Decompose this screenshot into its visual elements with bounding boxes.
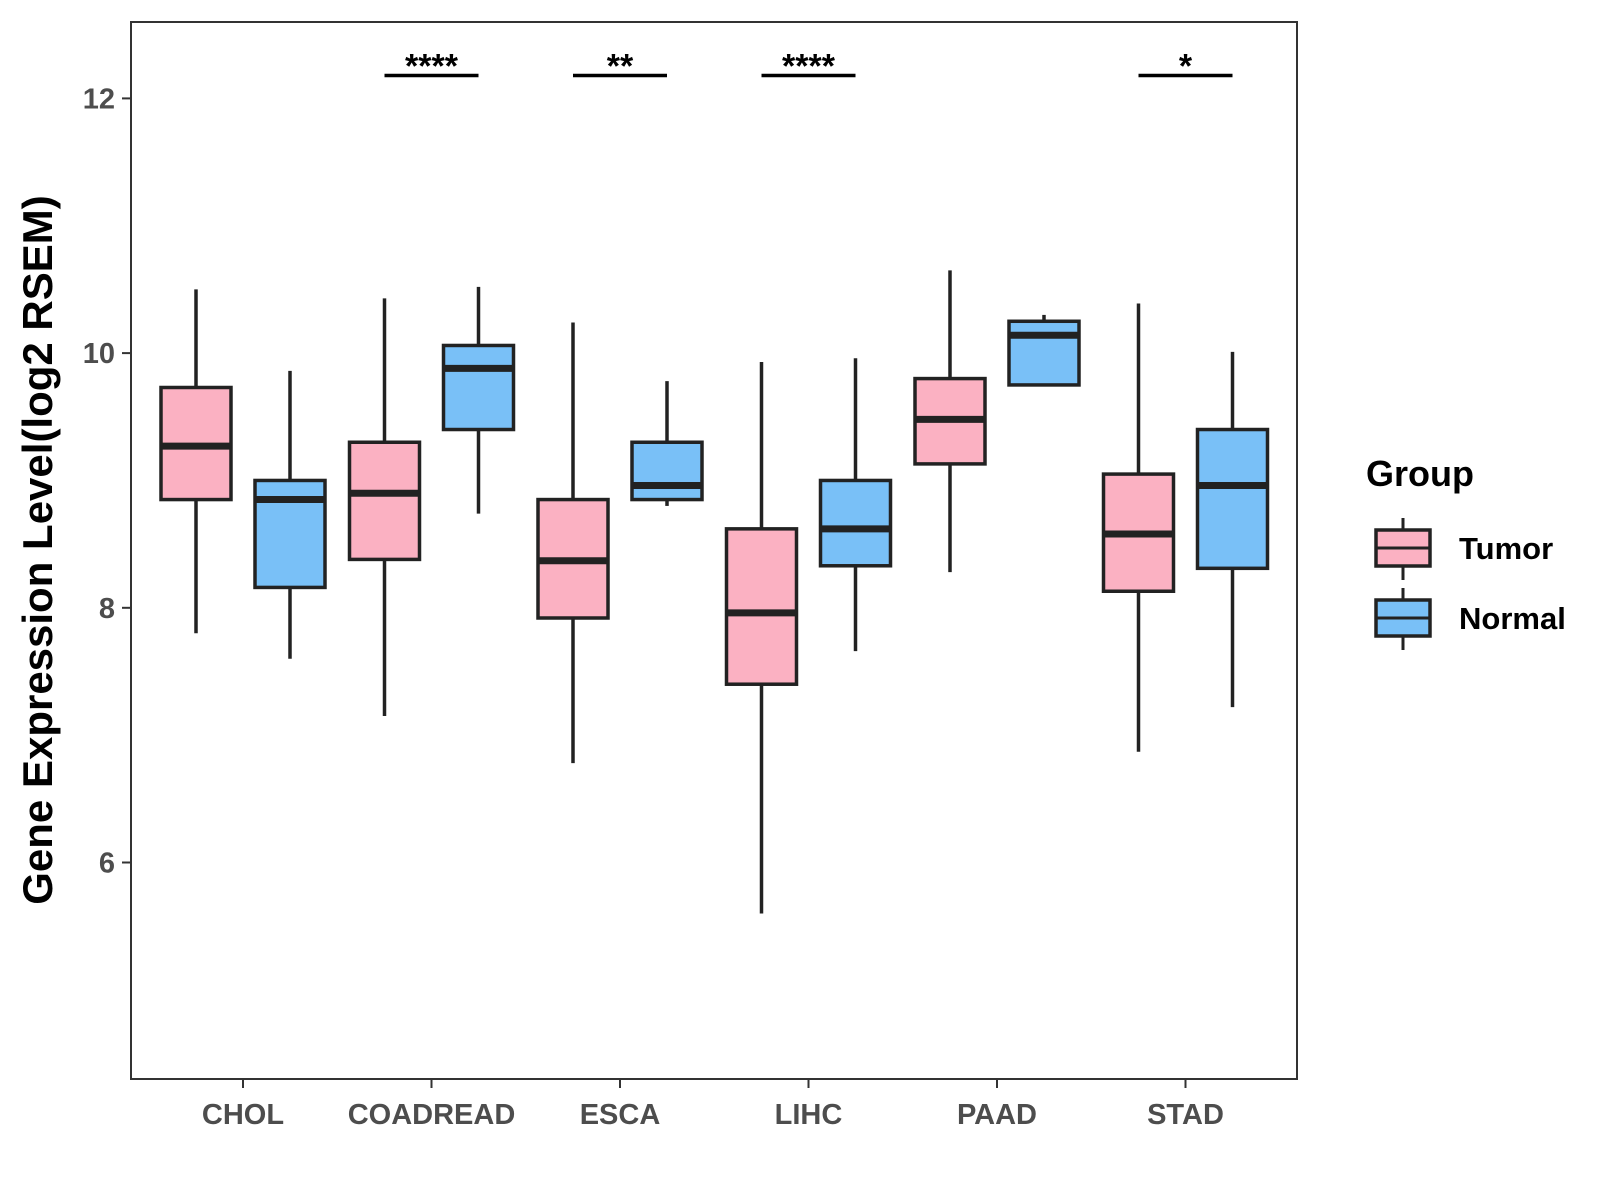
- significance-lihc: ****: [761, 47, 856, 85]
- significance-stad: *: [1138, 47, 1233, 85]
- legend-label: Tumor: [1459, 531, 1553, 566]
- x-tick-label: STAD: [1147, 1099, 1224, 1131]
- x-tick-label: COADREAD: [348, 1099, 516, 1131]
- legend-item-tumor: Tumor: [1374, 518, 1553, 580]
- y-axis-title: Gene Expression Level(log2 RSEM): [14, 195, 61, 905]
- y-tick-label: 6: [99, 848, 115, 880]
- box-normal-paad: [1007, 314, 1081, 387]
- box-tumor-lihc: [724, 362, 799, 914]
- legend-item-normal: Normal: [1374, 588, 1566, 650]
- legend: Group Tumor Normal: [1366, 453, 1566, 650]
- significance-label: ****: [405, 47, 459, 85]
- legend-title: Group: [1366, 453, 1474, 494]
- x-tick-label: PAAD: [957, 1099, 1037, 1131]
- box-normal-stad: [1195, 351, 1270, 708]
- x-tick-label: LIHC: [775, 1099, 843, 1131]
- box-body: [1007, 319, 1081, 387]
- box-body: [441, 343, 516, 432]
- y-tick-label: 10: [83, 338, 115, 370]
- box-normal-esca: [630, 381, 704, 506]
- box-tumor-paad: [913, 270, 987, 573]
- significance-coadread: ****: [384, 47, 479, 85]
- box-normal-coadread: [441, 286, 516, 514]
- y-tick-label: 8: [99, 593, 115, 625]
- significance-label: *: [1179, 47, 1193, 85]
- box-layer: [159, 270, 1270, 914]
- legend-label: Normal: [1459, 601, 1566, 636]
- significance-esca: **: [573, 47, 667, 85]
- y-tick-label: 12: [83, 83, 115, 115]
- box-tumor-esca: [536, 322, 610, 764]
- significance-label: **: [607, 47, 634, 85]
- box-tumor-chol: [159, 289, 233, 634]
- x-axis: CHOL COADREAD ESCA LIHC PAAD STAD: [202, 1079, 1224, 1131]
- box-body: [630, 440, 704, 502]
- box-normal-lihc: [818, 358, 893, 652]
- box-tumor-stad: [1101, 303, 1176, 752]
- significance-layer: **** ** **** *: [384, 47, 1233, 85]
- box-body: [818, 478, 893, 568]
- x-tick-label: CHOL: [202, 1099, 284, 1131]
- y-axis: 6 8 10 12: [83, 83, 131, 880]
- box-tumor-coadread: [347, 298, 422, 717]
- box-body: [1195, 427, 1270, 571]
- box-body: [347, 440, 422, 562]
- significance-label: ****: [782, 47, 836, 85]
- box-body: [724, 527, 799, 686]
- box-normal-chol: [253, 370, 327, 659]
- x-tick-label: ESCA: [580, 1099, 661, 1131]
